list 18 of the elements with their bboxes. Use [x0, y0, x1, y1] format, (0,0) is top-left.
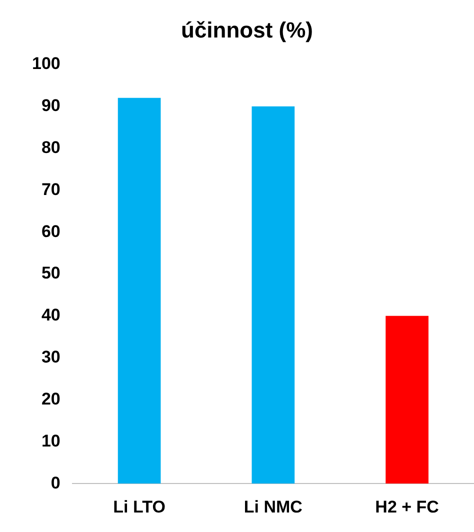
y-tick-label: 80 — [41, 138, 60, 157]
x-tick-label: H2 + FC — [375, 497, 439, 516]
y-tick-label: 10 — [41, 431, 60, 450]
bar — [252, 106, 295, 484]
y-tick-label: 70 — [41, 180, 60, 199]
y-tick-label: 20 — [41, 389, 60, 408]
y-tick-label: 90 — [41, 96, 60, 116]
y-tick-label: 50 — [41, 264, 60, 283]
x-tick-label: Li LTO — [113, 497, 166, 516]
x-tick-label: Li NMC — [244, 497, 302, 516]
y-tick-label: 30 — [41, 348, 60, 367]
chart-title: účinnost (%) — [181, 17, 313, 42]
bar — [386, 316, 428, 484]
y-tick-label: 40 — [41, 306, 60, 325]
y-tick-label: 0 — [50, 473, 60, 492]
y-tick-label: 60 — [41, 222, 60, 241]
bar — [118, 98, 161, 484]
y-tick-label: 100 — [32, 54, 60, 74]
